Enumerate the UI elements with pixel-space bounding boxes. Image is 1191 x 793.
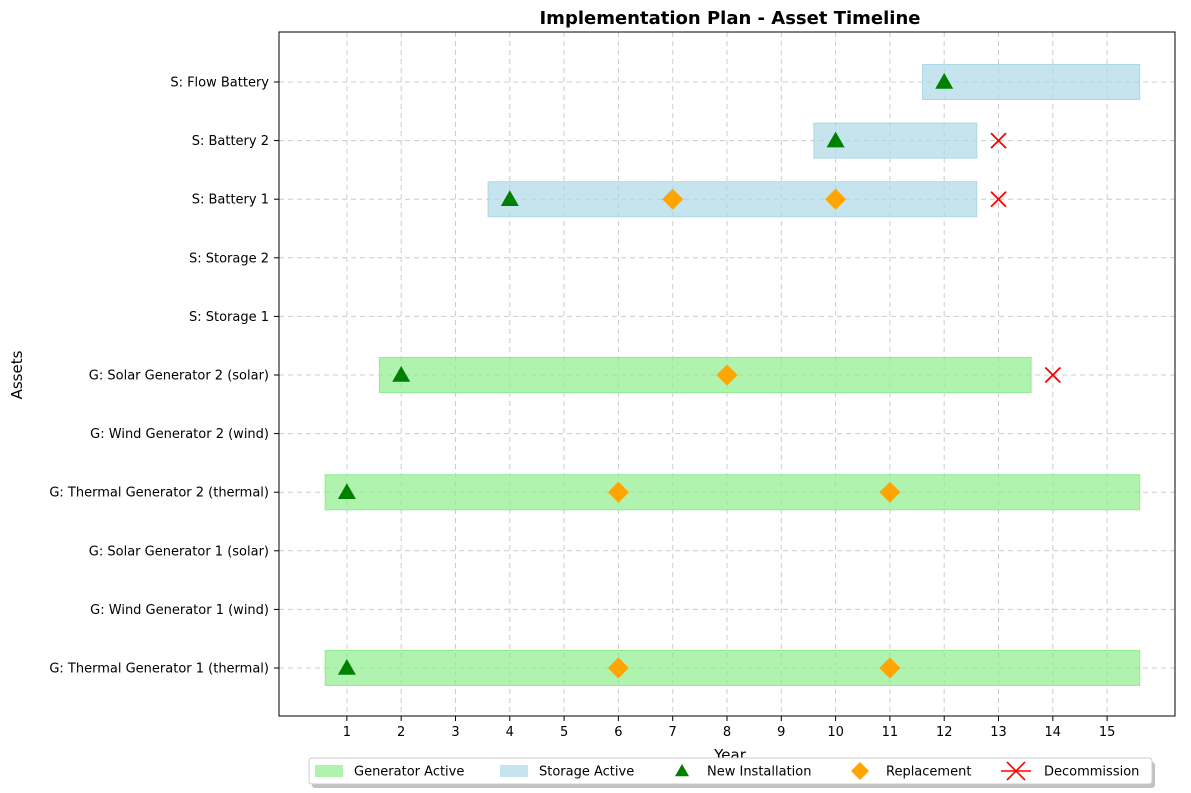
storage-active-bar: [813, 122, 978, 159]
replacement-marker: [879, 481, 901, 503]
legend-box: [308, 757, 1153, 785]
active-bars: [324, 64, 1141, 686]
legend-diamond: [851, 762, 869, 780]
chart-title: Implementation Plan - Asset Timeline: [539, 8, 920, 29]
x-tick-label: 12: [936, 725, 953, 740]
new-installation-marker: [935, 73, 954, 89]
x-tick-label: 7: [669, 725, 677, 740]
y-tick-label: G: Thermal Generator 2 (thermal): [49, 486, 269, 501]
x-tick-label: 15: [1099, 725, 1116, 740]
y-tick-label: S: Battery 1: [192, 193, 269, 208]
new-installation-marker: [392, 366, 411, 382]
new-installation-marker: [826, 131, 845, 148]
legend-label: Storage Active: [539, 765, 634, 780]
replacement-marker: [607, 481, 629, 503]
y-tick-label: G: Solar Generator 1 (solar): [89, 544, 269, 559]
x-tick-label: 2: [397, 725, 405, 740]
decommission-marker: [990, 132, 1007, 149]
x-tick-label: 4: [506, 725, 514, 740]
x-tick-label: 1: [343, 725, 351, 740]
replacement-marker: [825, 188, 847, 210]
y-tick-label: S: Storage 1: [189, 310, 269, 325]
decommission-stroke: [990, 191, 1007, 208]
y-tick-label: G: Solar Generator 2 (solar): [89, 369, 269, 384]
legend-label: Generator Active: [354, 765, 464, 780]
x-tick-label: 14: [1045, 725, 1062, 740]
legend-label: Decommission: [1044, 765, 1139, 780]
replacement-marker: [607, 657, 629, 679]
x-tick-label: 3: [451, 725, 459, 740]
new-installation-marker: [337, 659, 356, 675]
new-installation-marker: [337, 483, 356, 499]
y-tick-label: G: Wind Generator 2 (wind): [90, 427, 269, 442]
legend-swatch-storage: [500, 765, 528, 777]
generator-active-bar: [324, 650, 1141, 686]
y-axis-label: Assets: [8, 350, 26, 399]
y-tick-label: G: Thermal Generator 1 (thermal): [49, 662, 269, 677]
x-tick-label: 13: [990, 725, 1007, 740]
decommission-marker: [1044, 366, 1061, 384]
y-tick-label: S: Storage 2: [189, 251, 269, 266]
generator-active-bar: [324, 474, 1141, 511]
legend-label: Replacement: [886, 765, 971, 780]
y-axis-ticks: G: Thermal Generator 1 (thermal) G: Wind …: [49, 76, 279, 677]
legend: Generator Active Storage Active New Instal…: [308, 757, 1155, 788]
decommission-marker: [990, 191, 1007, 208]
x-tick-label: 8: [723, 725, 731, 740]
event-markers: [337, 73, 1061, 679]
replacement-marker: [716, 364, 738, 386]
x-axis-ticks: 1 2 3 4 5 6 7 8 9 10 11 12 13 14 15: [343, 716, 1116, 740]
decommission-stroke: [1044, 366, 1061, 384]
x-tick-label: 11: [882, 725, 899, 740]
legend-triangle: [675, 764, 689, 777]
storage-active-bar: [487, 181, 978, 218]
decommission-stroke: [990, 132, 1007, 149]
replacement-marker: [879, 657, 901, 679]
x-tick-label: 6: [614, 725, 622, 740]
x-tick-label: 10: [827, 725, 844, 740]
y-tick-label: S: Flow Battery: [170, 76, 269, 91]
replacement-marker: [662, 188, 684, 210]
x-tick-label: 9: [777, 725, 785, 740]
y-tick-label: G: Wind Generator 1 (wind): [90, 603, 269, 618]
generator-active-bar: [378, 357, 1032, 393]
new-installation-marker: [500, 190, 519, 206]
storage-active-bar: [921, 64, 1141, 100]
legend-x: [1001, 761, 1031, 781]
x-tick-label: 5: [560, 725, 568, 740]
legend-label: New Installation: [707, 765, 812, 780]
y-tick-label: S: Battery 2: [192, 134, 269, 149]
legend-swatch-generator: [315, 765, 343, 777]
